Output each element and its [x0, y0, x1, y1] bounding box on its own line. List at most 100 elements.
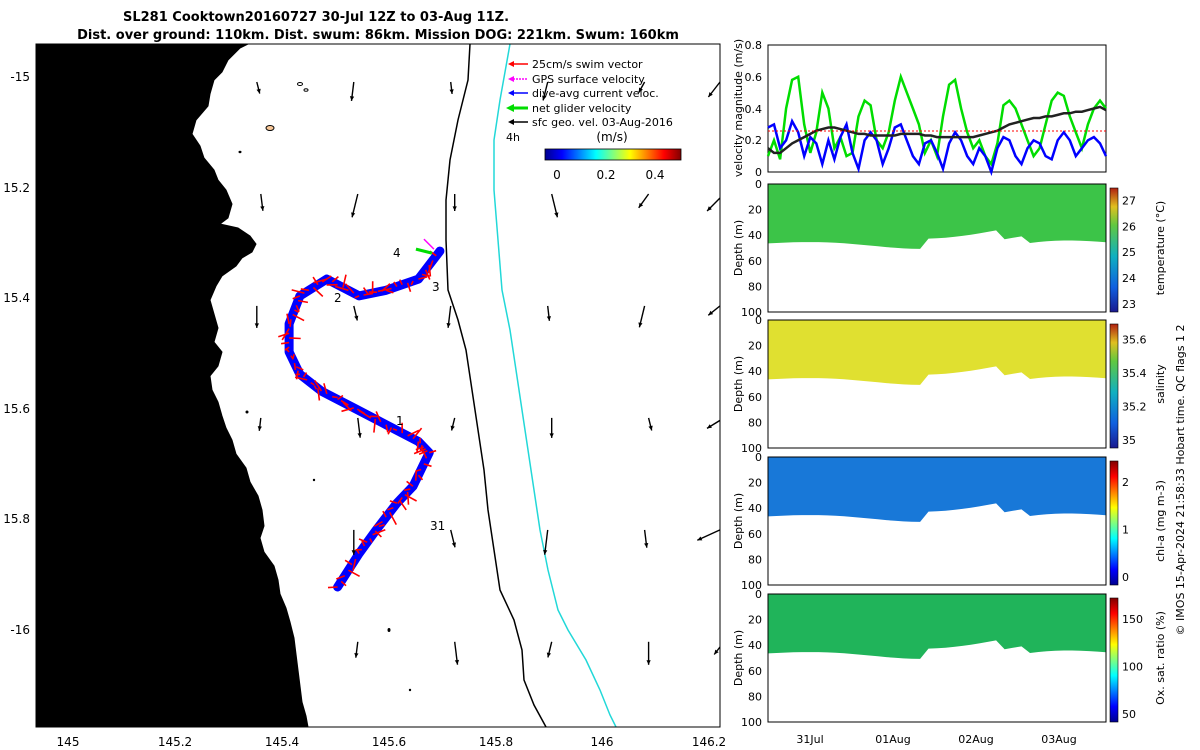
section-y-tick: 80 [748, 553, 762, 566]
map-y-tick: -16 [10, 623, 30, 637]
colorbar-tick: 24 [1122, 272, 1136, 285]
speed-colorbar: (m/s) 0 0.2 0.4 [544, 130, 682, 182]
section-colorbar [1109, 460, 1119, 586]
current-vector-head [450, 425, 455, 431]
day-label-3: 3 [432, 280, 440, 294]
section-panel: 0 20 40 60 80 100 Depth (m) 23 24 25 26 27 temperatu… [732, 178, 1167, 319]
swim-vector [418, 450, 428, 455]
section-panel: 0 20 40 60 80 100 Depth (m) 35 35.2 35.4 35.6 salin… [732, 314, 1167, 455]
section-y-tick: 40 [748, 639, 762, 652]
section-y-tick: 20 [748, 204, 762, 217]
swim-vector [295, 370, 299, 380]
legend-dive-arrow [508, 90, 514, 96]
current-vector-head [546, 316, 551, 321]
swim-vector [398, 499, 407, 511]
colorbar-tick: 50 [1122, 708, 1136, 721]
section-y-tick: 80 [748, 280, 762, 293]
section-y-tick: 0 [755, 588, 762, 601]
copyright-note: © IMOS 15-Apr-2024 21:58:33 Hobart time.… [1174, 325, 1187, 636]
swim-vector [398, 279, 403, 286]
current-vector-head [697, 536, 703, 541]
vel-y-tick: 0.4 [745, 103, 763, 116]
swim-vector [327, 586, 338, 589]
speed-colorbar-label: (m/s) [596, 130, 627, 144]
swim-vector [352, 558, 357, 571]
current-vector-head [644, 543, 649, 548]
current-vector-head [354, 315, 359, 321]
day-label-4: 4 [393, 246, 401, 260]
swim-vector [278, 332, 290, 338]
swim-vector [407, 429, 420, 437]
swim-vector [358, 538, 368, 544]
section-y-tick: 0 [755, 451, 762, 464]
gps-velocity-arrow [423, 238, 435, 250]
swim-vector [377, 287, 392, 293]
section-panel: 0 20 40 60 80 100 Depth (m) 50 100 150 Ox. sat. ra… [732, 588, 1167, 729]
current-vector-head [554, 212, 559, 218]
legend-swim-arrow [508, 61, 514, 67]
swim-vector [424, 269, 431, 280]
colorbar-label: chl-a (mg m-3) [1154, 480, 1167, 562]
swim-vector [427, 260, 434, 274]
velocity-lines [766, 72, 1108, 177]
swim-vector [374, 530, 382, 538]
swim-vector [348, 569, 360, 578]
section-y-label: Depth (m) [732, 220, 745, 276]
swim-vector [362, 287, 369, 295]
day-label-1: 1 [396, 414, 404, 428]
colorbar-tick: 27 [1122, 194, 1136, 207]
current-vector-head [542, 95, 547, 101]
velocity-y-ticks: 0 0.2 0.4 0.6 0.8 [745, 39, 763, 179]
swim-vector [420, 445, 423, 452]
vel-y-tick: 0 [755, 166, 762, 179]
swim-vector [323, 383, 328, 395]
vel-y-tick: 0.6 [745, 71, 763, 84]
swim-vector [317, 388, 321, 401]
legend-swim-label: 25cm/s swim vector [532, 58, 643, 71]
current-vector-head [354, 653, 359, 658]
vel-y-tick: 0.8 [745, 39, 763, 52]
colorbar-tick: 35.4 [1122, 367, 1147, 380]
section-frame [767, 456, 1107, 586]
swim-vector [416, 468, 422, 472]
section-y-label: Depth (m) [732, 356, 745, 412]
day-label-2: 2 [334, 291, 342, 305]
swim-vector [337, 394, 344, 401]
swim-vector [300, 288, 310, 292]
current-vector-head [638, 202, 644, 208]
island [238, 150, 242, 154]
section-colorbar [1109, 323, 1119, 449]
swim-vector [281, 328, 290, 341]
swim-vector [295, 366, 304, 371]
colorbar-tick: 35 [1122, 434, 1136, 447]
time-x-tick: 01Aug [875, 733, 910, 746]
section-y-tick: 40 [748, 365, 762, 378]
swim-vector [412, 427, 423, 440]
legend-net-arrow [506, 104, 514, 112]
current-vector-head [452, 206, 457, 211]
swim-vector [393, 281, 398, 288]
title-line-1: SL281 Cooktown20160727 30-Jul 12Z to 03-… [123, 10, 509, 25]
colorbar-tick: 1 [1122, 524, 1129, 537]
current-vector-head [543, 549, 548, 555]
swim-vector [358, 410, 372, 419]
section-frame [767, 183, 1107, 313]
section-data-fill [768, 184, 1106, 249]
colorbar-label: salinity [1154, 364, 1167, 404]
current-vector-head [638, 322, 643, 328]
section-data-fill [768, 594, 1106, 659]
time-x-ticks: 31Jul 01Aug 02Aug 03Aug [796, 733, 1076, 746]
swim-vector [344, 559, 353, 566]
current-vector-head [254, 323, 259, 328]
map-x-tick: 146 [591, 735, 614, 749]
swim-vector [354, 295, 360, 299]
time-x-tick: 31Jul [796, 733, 823, 746]
colorbar-tick: 25 [1122, 246, 1136, 259]
colorbar-tick: 23 [1122, 298, 1136, 311]
swim-vector [334, 285, 349, 292]
section-colorbar [1109, 187, 1119, 313]
swim-vector [406, 480, 414, 487]
map-x-ticks: 145 145.2 145.4 145.6 145.8 146 146.2 [57, 735, 727, 749]
map-y-tick: 15.8 [3, 512, 30, 526]
